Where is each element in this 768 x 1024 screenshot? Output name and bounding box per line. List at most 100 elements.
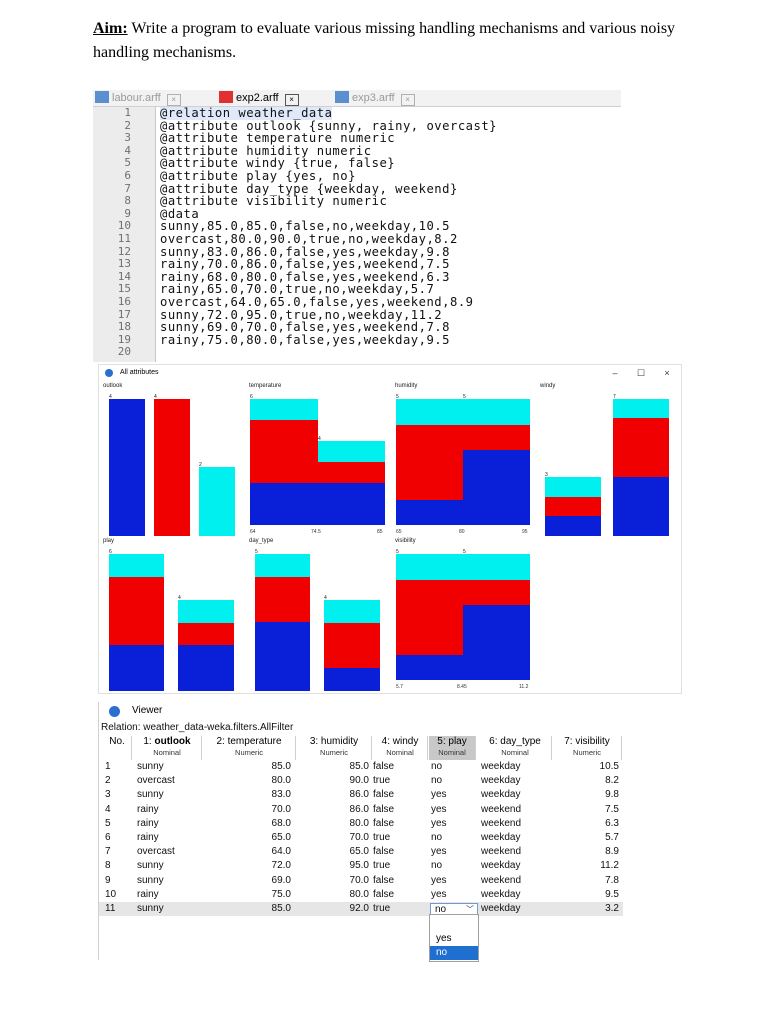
table-cell[interactable]: false [373,803,395,815]
table-cell[interactable]: sunny [137,903,164,914]
table-cell[interactable]: 75.0 [271,888,291,900]
table-row[interactable]: 4 rainy 70.0 86.0 false yes weekend 7.5 [99,803,623,817]
code-line[interactable]: 13 rainy,70.0,86.0,false,yes,weekend,7.5 [93,258,621,271]
table-cell[interactable]: weekday [481,761,521,772]
code-line[interactable]: 14 rainy,68.0,80.0,false,yes,weekend,6.3 [93,270,621,284]
table-cell[interactable]: true [373,903,391,914]
table-cell[interactable]: 83.0 [271,789,291,801]
table-row[interactable]: 9 sunny 69.0 70.0 false yes weekend 7.8 [99,874,623,888]
table-cell[interactable]: weekday [481,888,521,900]
tab-labour-arff[interactable]: labour.arff × [95,91,181,106]
table-cell[interactable]: 6.3 [605,817,619,829]
table-cell[interactable]: 65.0 [271,832,291,843]
table-cell[interactable]: 3 [105,789,111,801]
table-cell[interactable]: 85.0 [271,903,291,914]
code-line[interactable]: 1 @relation weather_data [93,106,621,120]
table-cell[interactable]: 8.2 [605,775,619,787]
table-row[interactable]: 11 sunny 85.0 92.0 true no ﹀ weekday 3.2 [99,902,623,917]
table-cell[interactable]: yes [431,874,447,886]
code-line[interactable]: 15 rainy,65.0,70.0,true,no,weekday,5.7 [93,283,621,296]
table-cell[interactable]: rainy [137,817,159,829]
table-cell[interactable]: no [431,761,443,772]
table-cell[interactable]: rainy [137,832,159,843]
table-cell[interactable]: rainy [137,888,159,900]
dropdown-option-yes[interactable]: yes [436,933,452,944]
table-cell[interactable]: 4 [105,803,111,815]
table-cell[interactable]: weekday [481,903,521,914]
column-header-visibility[interactable]: 7: visibility Numeric [553,736,622,760]
table-cell[interactable]: sunny [137,860,164,872]
table-cell[interactable]: 80.0 [271,775,291,787]
table-cell[interactable]: no [431,775,443,787]
table-cell[interactable]: 65.0 [349,846,369,858]
table-cell[interactable]: yes [431,846,447,858]
column-header-humidity[interactable]: 3: humidity Numeric [297,736,372,760]
table-cell[interactable]: 1 [105,761,111,772]
table-row[interactable]: 3 sunny 83.0 86.0 false yes weekday 9.8 [99,788,623,802]
table-row[interactable]: 5 rainy 68.0 80.0 false yes weekend 6.3 [99,817,623,831]
minimize-button[interactable]: – [612,368,618,378]
code-line[interactable]: 17 sunny,72.0,95.0,true,no,weekday,11.2 [93,308,621,322]
table-cell[interactable]: 11.2 [600,860,619,872]
table-cell[interactable]: weekday [481,789,521,801]
table-cell[interactable]: 85.0 [271,761,291,772]
table-cell[interactable]: 8 [105,860,111,872]
table-row[interactable]: 10 rainy 75.0 80.0 false yes weekday 9.5 [99,888,623,902]
table-cell[interactable]: 69.0 [271,874,291,886]
code-line[interactable]: 5 @attribute windy {true, false} [93,157,621,170]
table-cell[interactable]: true [373,832,391,843]
table-cell[interactable]: false [373,761,395,772]
table-cell[interactable]: 9.5 [605,888,619,900]
table-cell[interactable]: false [373,789,395,801]
table-cell[interactable]: 9.8 [605,789,619,801]
table-cell[interactable]: 64.0 [271,846,291,858]
table-cell[interactable]: 80.0 [349,888,369,900]
table-cell[interactable]: weekend [481,817,522,829]
table-cell[interactable]: 11 [105,903,116,914]
table-cell[interactable]: yes [431,803,447,815]
tab-exp3-arff[interactable]: exp3.arff × [335,91,415,106]
table-cell[interactable]: weekend [481,846,522,858]
code-line[interactable]: 19 rainy,75.0,80.0,false,yes,weekday,9.5 [93,333,621,347]
table-cell[interactable]: true [373,775,391,787]
table-cell[interactable]: 8.9 [605,846,619,858]
code-line[interactable]: 8 @attribute visibility numeric [93,195,621,208]
table-cell[interactable]: 6 [105,832,111,843]
maximize-button[interactable]: ☐ [636,368,646,378]
code-line[interactable]: 2 @attribute outlook {sunny, rainy, overc… [93,119,621,133]
table-cell[interactable]: 85.0 [349,761,369,772]
code-line[interactable]: 12 sunny,83.0,86.0,false,yes,weekday,9.8 [93,245,621,259]
code-line[interactable]: 6 @attribute play {yes, no} [93,169,621,183]
table-cell[interactable]: rainy [137,803,159,815]
table-cell[interactable]: false [373,817,395,829]
table-cell[interactable]: 92.0 [349,903,369,914]
table-cell[interactable]: 95.0 [349,860,369,872]
table-row[interactable]: 7 overcast 64.0 65.0 false yes weekend 8.9 [99,845,623,859]
table-cell[interactable]: false [373,846,395,858]
table-cell[interactable]: no [431,832,443,843]
table-cell[interactable]: 80.0 [349,817,369,829]
table-cell[interactable]: yes [431,789,447,801]
column-header-play[interactable]: 5: play Nominal [429,736,476,760]
code-line[interactable]: 18 sunny,69.0,70.0,false,yes,weekend,7.8 [93,321,621,334]
table-cell[interactable]: 68.0 [271,817,291,829]
table-cell[interactable]: 7 [105,846,111,858]
column-header-temperature[interactable]: 2: temperature Numeric [203,736,296,760]
column-header-windy[interactable]: 4: windy Nominal [373,736,428,760]
table-cell[interactable]: overcast [137,775,175,787]
table-cell[interactable]: weekend [481,803,522,815]
table-row[interactable]: 8 sunny 72.0 95.0 true no weekday 11.2 [99,859,623,873]
table-cell[interactable]: 86.0 [349,803,369,815]
table-cell[interactable]: weekend [481,874,522,886]
code-line[interactable]: 4 @attribute humidity numeric [93,144,621,158]
table-cell[interactable]: weekday [481,860,521,872]
table-cell[interactable]: yes [431,888,447,900]
column-header-no[interactable]: No. [103,736,132,760]
code-line[interactable]: 11 overcast,80.0,90.0,true,no,weekday,8.2 [93,232,621,246]
code-line[interactable]: 16 overcast,64.0,65.0,false,yes,weekend,8… [93,295,621,309]
tab-exp2-arff[interactable]: exp2.arff × [219,91,299,106]
code-line[interactable]: 9 @data [93,207,621,221]
close-button[interactable]: × [664,368,670,378]
code-line[interactable]: 7 @attribute day_type {weekday, weekend} [93,182,621,196]
table-cell[interactable]: 70.0 [349,874,369,886]
